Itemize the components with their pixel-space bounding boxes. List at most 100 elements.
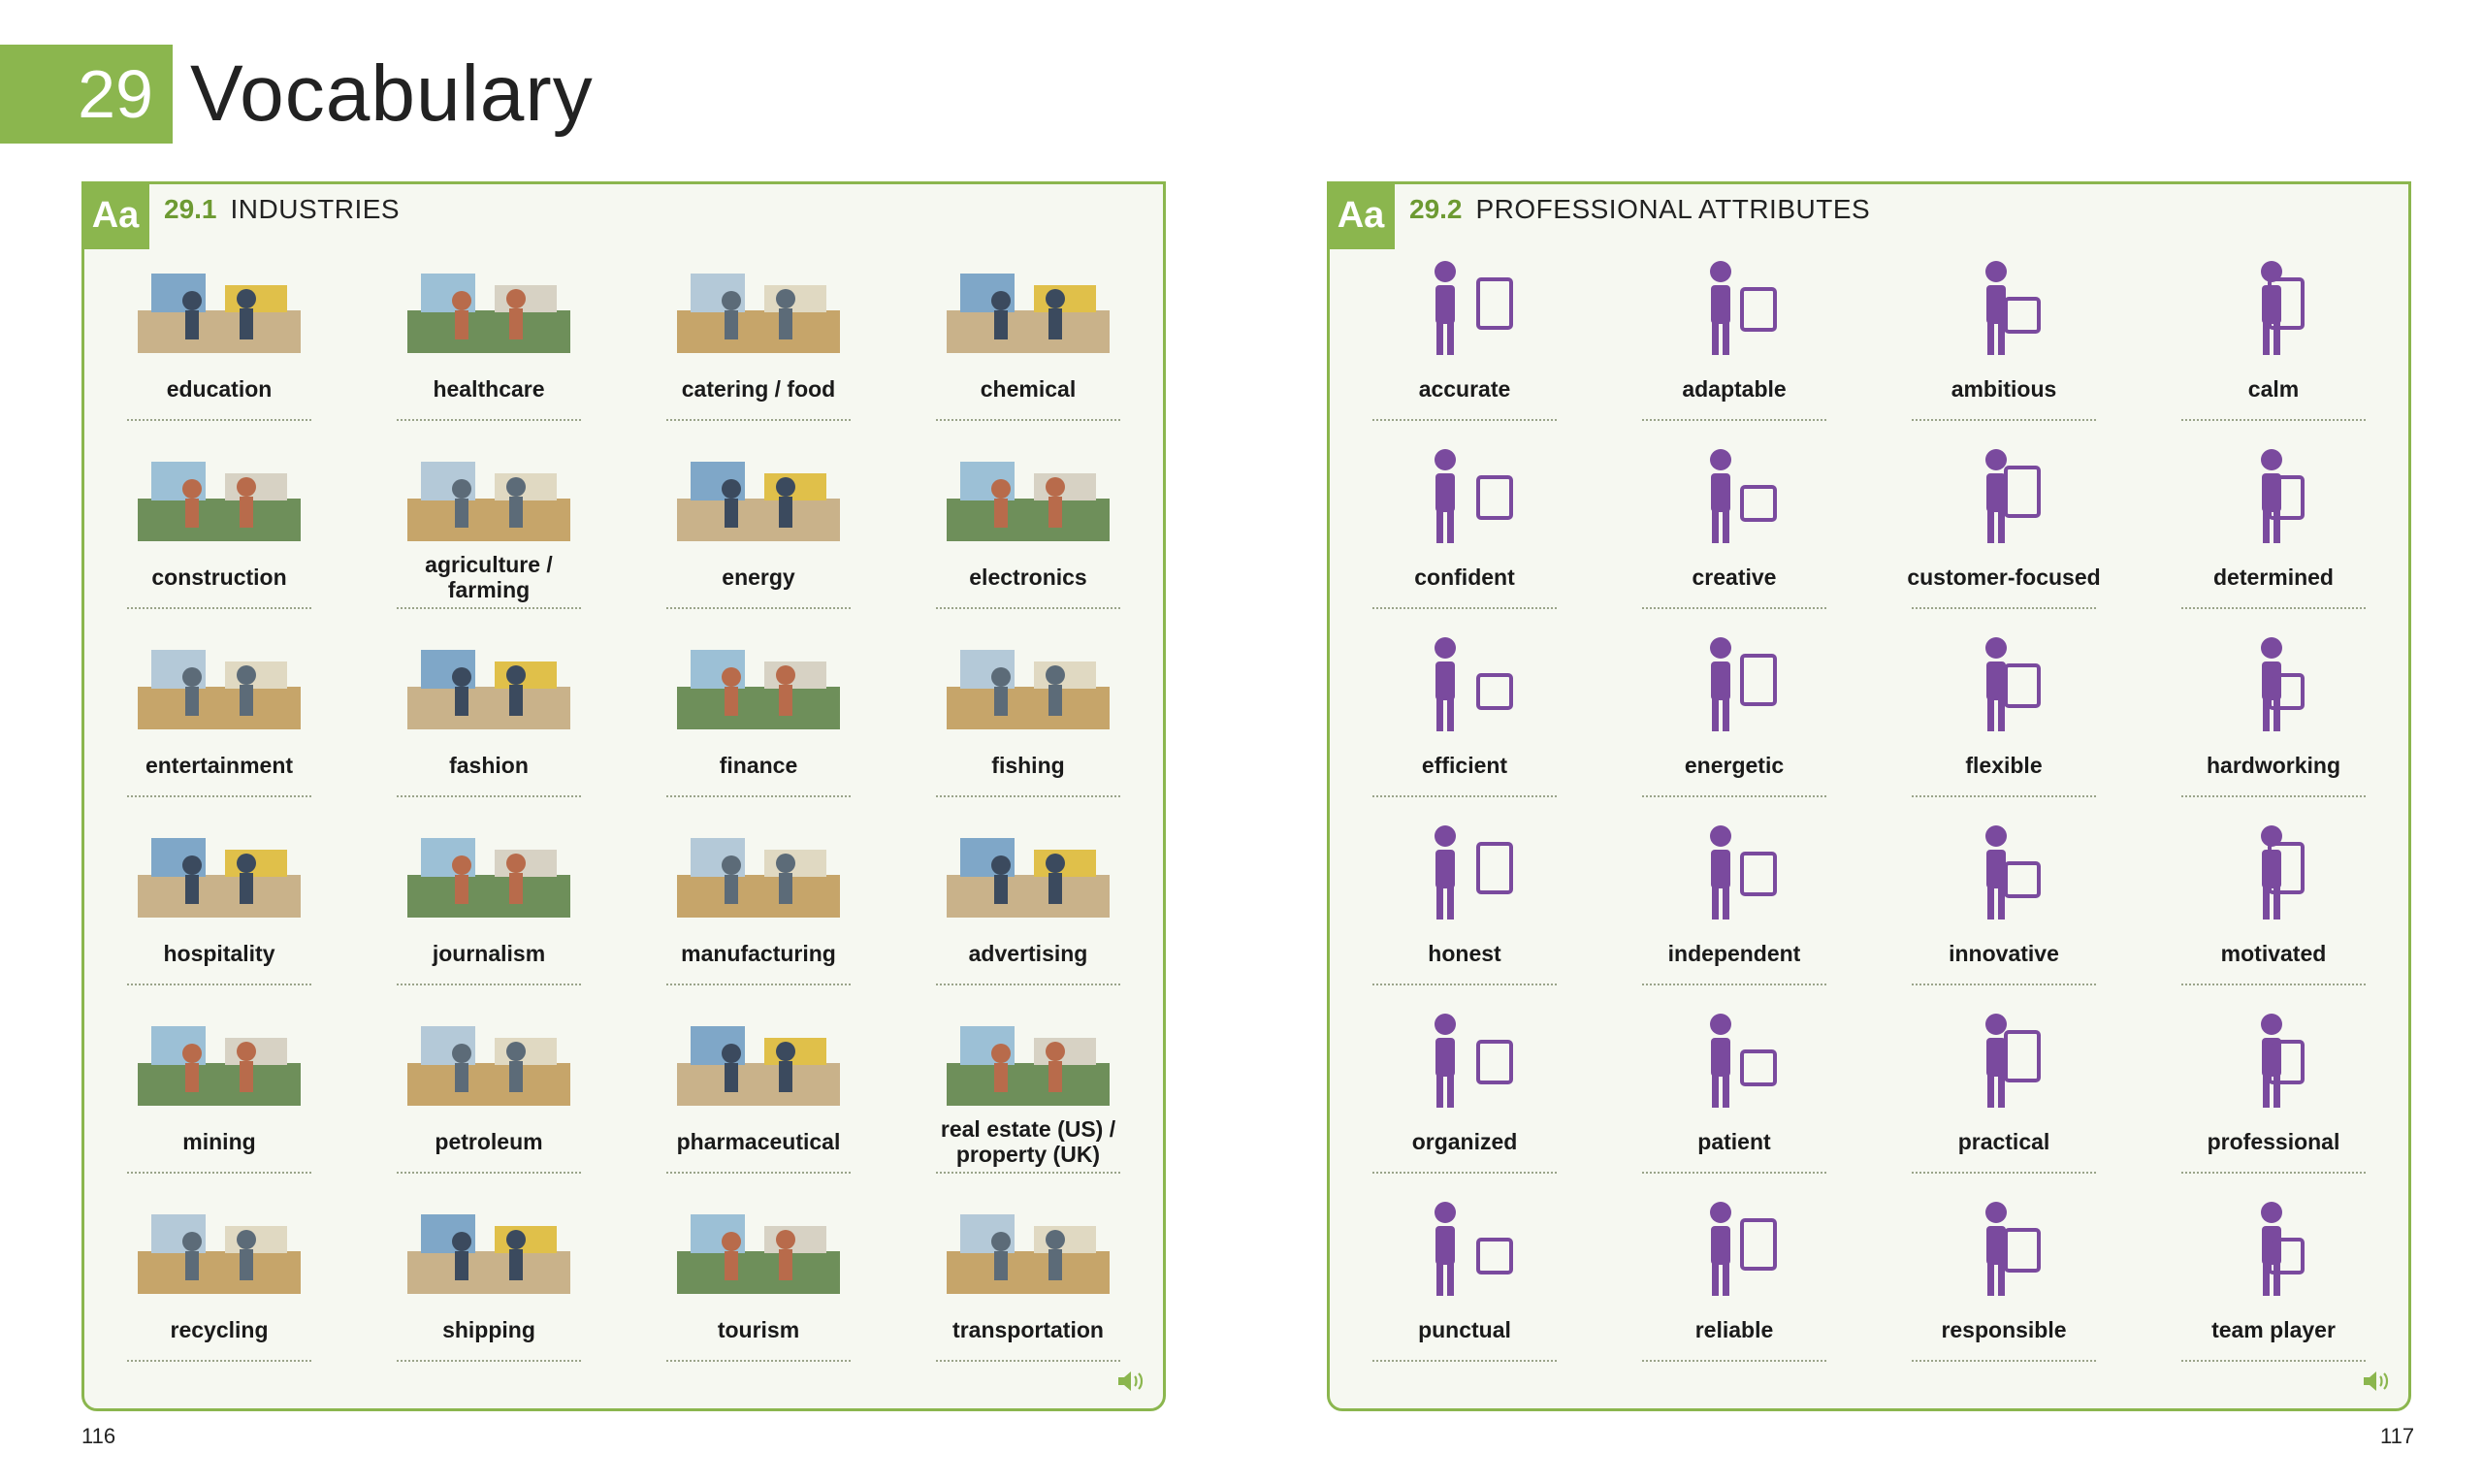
vocab-item: journalism — [354, 807, 624, 995]
vocab-grid-attributes: accurate adaptable ambitious calm confident c… — [1330, 242, 2408, 1371]
vocab-illustration — [671, 250, 846, 363]
vocab-item: energetic — [1599, 619, 1869, 807]
vocab-label: determined — [2213, 565, 2334, 590]
vocab-item: education — [84, 242, 354, 431]
vocab-item: shipping — [354, 1183, 624, 1371]
vocab-illustration — [2186, 250, 2361, 363]
vocab-label: punctual — [1418, 1317, 1511, 1342]
section-name: PROFESSIONAL ATTRIBUTES — [1475, 194, 1871, 224]
section-heading: 29.1 INDUSTRIES — [164, 194, 400, 225]
vocab-label: petroleum — [435, 1129, 543, 1154]
vocab-item: real estate (US) / property (UK) — [893, 995, 1163, 1183]
vocab-item: efficient — [1330, 619, 1599, 807]
chapter-number: 29 — [0, 45, 173, 144]
vocab-illustration — [1377, 815, 1552, 927]
vocab-illustration — [2186, 627, 2361, 739]
vocab-label: tourism — [717, 1317, 800, 1342]
vocab-label: recycling — [170, 1317, 269, 1342]
vocab-illustration — [671, 438, 846, 551]
vocab-illustration — [941, 627, 1115, 739]
vocab-item: hospitality — [84, 807, 354, 995]
vocab-item: energy — [624, 431, 893, 619]
vocab-label: fishing — [991, 753, 1065, 778]
vocab-illustration — [1377, 438, 1552, 551]
speaker-icon[interactable] — [2362, 1370, 2391, 1393]
vocab-item: advertising — [893, 807, 1163, 995]
vocab-illustration — [402, 627, 576, 739]
vocab-illustration — [941, 1003, 1115, 1115]
vocab-illustration — [132, 250, 306, 363]
vocab-illustration — [402, 438, 576, 551]
vocab-item: fishing — [893, 619, 1163, 807]
vocab-label: professional — [2207, 1129, 2340, 1154]
vocab-label: manufacturing — [681, 941, 836, 966]
section-number: 29.2 — [1409, 194, 1463, 224]
speaker-icon[interactable] — [1116, 1370, 1145, 1393]
vocab-label: advertising — [968, 941, 1088, 966]
vocab-item: accurate — [1330, 242, 1599, 431]
vocab-label: energy — [722, 565, 795, 590]
vocab-label: motivated — [2220, 941, 2327, 966]
vocab-item: responsible — [1869, 1183, 2139, 1371]
section-heading: 29.2 PROFESSIONAL ATTRIBUTES — [1409, 194, 1870, 225]
vocab-item: manufacturing — [624, 807, 893, 995]
vocab-item: innovative — [1869, 807, 2139, 995]
vocab-item: entertainment — [84, 619, 354, 807]
vocab-label: electronics — [969, 565, 1087, 590]
vocab-illustration — [1647, 250, 1822, 363]
vocab-item: motivated — [2139, 807, 2408, 995]
vocab-label: journalism — [432, 941, 546, 966]
vocab-item: calm — [2139, 242, 2408, 431]
vocab-illustration — [1917, 1003, 2091, 1115]
vocab-label: efficient — [1421, 753, 1508, 778]
section-name: INDUSTRIES — [230, 194, 401, 224]
vocab-label: innovative — [1949, 941, 2059, 966]
panel-attributes: Aa 29.2 PROFESSIONAL ATTRIBUTES accurate… — [1327, 181, 2411, 1411]
vocab-item: construction — [84, 431, 354, 619]
vocab-label: construction — [151, 565, 287, 590]
page-number-right: 117 — [2380, 1424, 2415, 1448]
vocab-label: catering / food — [681, 376, 836, 402]
vocab-label: responsible — [1941, 1317, 2067, 1342]
vocab-item: agriculture / farming — [354, 431, 624, 619]
vocab-item: fashion — [354, 619, 624, 807]
vocab-label: independent — [1667, 941, 1801, 966]
vocab-item: confident — [1330, 431, 1599, 619]
vocab-item: creative — [1599, 431, 1869, 619]
vocab-label: real estate (US) / property (UK) — [940, 1116, 1116, 1167]
vocab-item: team player — [2139, 1183, 2408, 1371]
vocab-illustration — [671, 627, 846, 739]
vocab-item: hardworking — [2139, 619, 2408, 807]
vocab-item: punctual — [1330, 1183, 1599, 1371]
vocab-label: creative — [1692, 565, 1777, 590]
vocab-label: education — [166, 376, 273, 402]
vocab-label: flexible — [1965, 753, 2043, 778]
vocab-label: pharmaceutical — [676, 1129, 841, 1154]
vocab-item: catering / food — [624, 242, 893, 431]
vocab-item: flexible — [1869, 619, 2139, 807]
vocab-item: recycling — [84, 1183, 354, 1371]
vocab-illustration — [2186, 1191, 2361, 1304]
vocab-label: practical — [1957, 1129, 2050, 1154]
vocab-illustration — [132, 815, 306, 927]
vocab-illustration — [2186, 1003, 2361, 1115]
vocab-illustration — [1917, 815, 2091, 927]
vocab-label: patient — [1697, 1129, 1771, 1154]
vocab-illustration — [1377, 250, 1552, 363]
aa-badge: Aa — [1327, 181, 1395, 249]
vocab-item: determined — [2139, 431, 2408, 619]
vocab-illustration — [1917, 1191, 2091, 1304]
vocab-item: ambitious — [1869, 242, 2139, 431]
vocab-illustration — [1917, 250, 2091, 363]
vocab-illustration — [671, 1191, 846, 1304]
vocab-label: accurate — [1418, 376, 1511, 402]
vocab-illustration — [941, 1191, 1115, 1304]
vocab-label: fashion — [449, 753, 529, 778]
vocab-label: customer-focused — [1907, 565, 2101, 590]
panel-industries: Aa 29.1 INDUSTRIES education healthcare ca… — [81, 181, 1166, 1411]
vocab-illustration — [671, 1003, 846, 1115]
vocab-item: chemical — [893, 242, 1163, 431]
vocab-label: reliable — [1694, 1317, 1774, 1342]
vocab-illustration — [1647, 1003, 1822, 1115]
vocab-item: pharmaceutical — [624, 995, 893, 1183]
